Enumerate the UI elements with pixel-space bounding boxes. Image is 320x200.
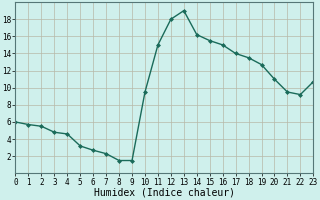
X-axis label: Humidex (Indice chaleur): Humidex (Indice chaleur) bbox=[94, 188, 235, 198]
